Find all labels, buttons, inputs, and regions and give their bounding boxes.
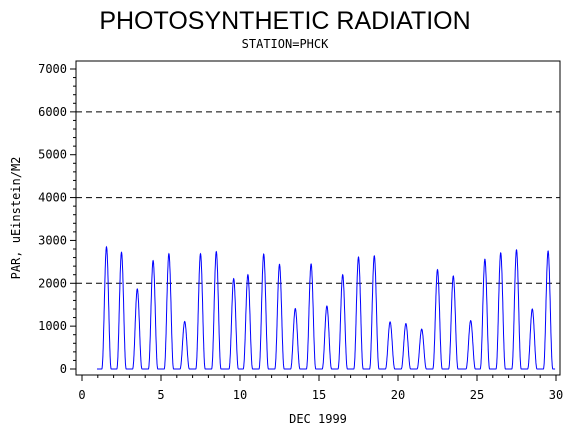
- x-tick-label-10: 10: [233, 388, 247, 402]
- x-tick-label-20: 20: [391, 388, 405, 402]
- y-axis: 0 1000 2000 3000 4000 5000 6000 7000: [38, 62, 76, 376]
- x-tick-label-30: 30: [549, 388, 563, 402]
- y-tick-label-2000: 2000: [38, 276, 67, 290]
- y-tick-label-3000: 3000: [38, 233, 67, 247]
- y-tick-label-4000: 4000: [38, 191, 67, 205]
- chart-subtitle: STATION=PHCK: [242, 37, 329, 51]
- chart-title: PHOTOSYNTHETIC RADIATION: [99, 7, 470, 35]
- x-axis: 0 5 10 15 20 25 30: [78, 375, 563, 402]
- x-tick-label-0: 0: [78, 388, 85, 402]
- y-tick-label-7000: 7000: [38, 62, 67, 76]
- y-tick-label-0: 0: [60, 362, 67, 376]
- par-series-line: [97, 245, 556, 370]
- reference-lines: [76, 111, 560, 284]
- x-axis-label: DEC 1999: [289, 412, 347, 426]
- plot-frame: [75, 60, 561, 376]
- y-tick-label-5000: 5000: [38, 148, 67, 162]
- x-tick-label-15: 15: [312, 388, 326, 402]
- x-tick-label-25: 25: [470, 388, 484, 402]
- x-tick-label-5: 5: [157, 388, 164, 402]
- series-group: [97, 245, 556, 370]
- y-tick-label-6000: 6000: [38, 105, 67, 119]
- y-axis-label: PAR, uEinstein/M2: [9, 157, 23, 280]
- y-tick-label-1000: 1000: [38, 319, 67, 333]
